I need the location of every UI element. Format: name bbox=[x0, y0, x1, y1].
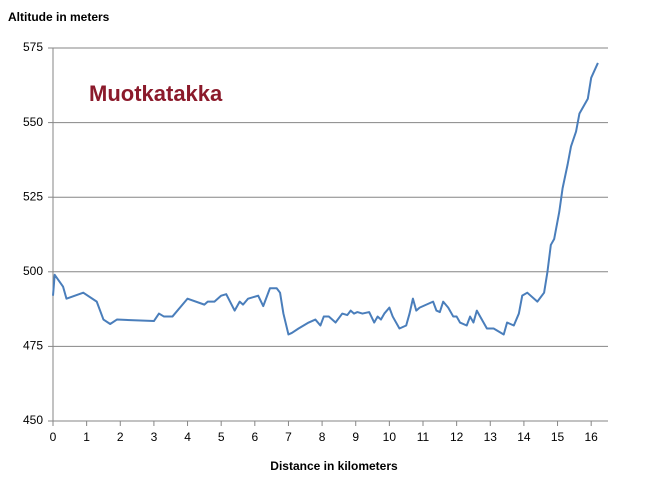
y-tick-label: 500 bbox=[23, 264, 43, 278]
annotation: Muotkatakka bbox=[89, 81, 223, 106]
x-tick-label: 0 bbox=[50, 430, 57, 444]
x-tick-label: 6 bbox=[251, 430, 258, 444]
x-tick-label: 1 bbox=[83, 430, 90, 444]
y-tick-label: 575 bbox=[23, 40, 43, 54]
x-tick-label: 2 bbox=[117, 430, 124, 444]
x-tick-label: 4 bbox=[184, 430, 191, 444]
x-tick-label: 14 bbox=[517, 430, 531, 444]
x-tick-label: 3 bbox=[151, 430, 158, 444]
y-tick-label: 475 bbox=[23, 339, 43, 353]
x-tick-label: 5 bbox=[218, 430, 225, 444]
y-axis-title: Altitude in meters bbox=[8, 10, 110, 24]
x-tick-label: 10 bbox=[383, 430, 397, 444]
x-tick-label: 13 bbox=[484, 430, 498, 444]
x-tick-label: 8 bbox=[319, 430, 326, 444]
x-tick-label: 9 bbox=[352, 430, 359, 444]
x-tick-label: 11 bbox=[417, 430, 430, 444]
y-tick-label: 550 bbox=[23, 115, 43, 129]
y-tick-label: 450 bbox=[23, 413, 43, 427]
y-tick-label: 525 bbox=[23, 189, 43, 203]
x-tick-label: 15 bbox=[551, 430, 565, 444]
x-tick-label: 16 bbox=[585, 430, 599, 444]
data-line bbox=[52, 62, 599, 336]
x-tick-label: 12 bbox=[450, 430, 464, 444]
x-tick-label: 7 bbox=[285, 430, 292, 444]
x-axis-title: Distance in kilometers bbox=[270, 459, 398, 473]
